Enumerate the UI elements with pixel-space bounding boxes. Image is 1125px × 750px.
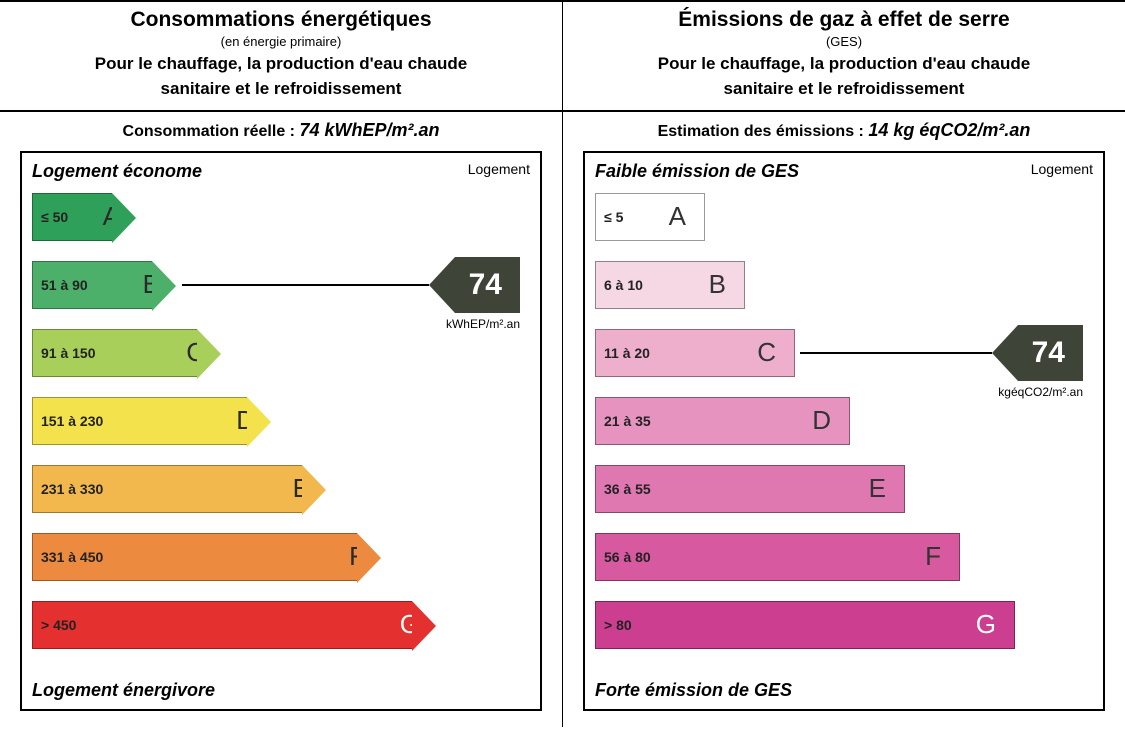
energy-chart: Logement économe Logement ≤ 50A51 à 90B9… <box>20 151 542 711</box>
bar-range-D: 21 à 35 <box>604 413 651 429</box>
bar-range-D: 151 à 230 <box>41 413 103 429</box>
energy-bottom-label: Logement énergivore <box>32 680 215 701</box>
dpe-container: Consommations énergétiques (en énergie p… <box>0 0 1125 727</box>
bar-row-B: 51 à 90B <box>32 261 152 309</box>
indicator-unit: kgéqCO2/m².an <box>998 385 1083 399</box>
bar-G: > 80 G <box>595 601 1015 649</box>
indicator-line <box>182 284 429 286</box>
bar-B: 6 à 10 B <box>595 261 745 309</box>
bar-range-G: > 450 <box>41 617 76 633</box>
bar-F: 56 à 80 F <box>595 533 960 581</box>
bar-letter-B: B <box>709 269 726 300</box>
bar-G: > 450G <box>32 601 412 649</box>
bar-letter-A: A <box>103 201 120 232</box>
bar-row-E: 231 à 330E <box>32 465 302 513</box>
ges-panel: Émissions de gaz à effet de serre (GES) … <box>562 2 1125 727</box>
bar-letter-E: E <box>293 473 310 504</box>
energy-top-label: Logement économe <box>32 161 530 182</box>
ges-desc-line1: Pour le chauffage, la production d'eau c… <box>573 53 1115 74</box>
bar-F: 331 à 450F <box>32 533 357 581</box>
ges-chart-wrap: Faible émission de GES Logement ≤ 5 A 6 à … <box>563 151 1125 727</box>
energy-panel: Consommations énergétiques (en énergie p… <box>0 2 562 727</box>
ges-header: Émissions de gaz à effet de serre (GES) … <box>563 2 1125 112</box>
bar-row-G: > 450G <box>32 601 412 649</box>
bar-letter-C: C <box>186 337 205 368</box>
bar-range-F: 56 à 80 <box>604 549 651 565</box>
energy-header: Consommations énergétiques (en énergie p… <box>0 2 562 112</box>
ges-subtitle: (GES) <box>573 34 1115 49</box>
bar-letter-G: G <box>976 609 996 640</box>
bar-B: 51 à 90B <box>32 261 152 309</box>
bar-letter-G: G <box>400 609 420 640</box>
ges-metric-label: Estimation des émissions : <box>658 123 869 140</box>
energy-chart-wrap: Logement économe Logement ≤ 50A51 à 90B9… <box>0 151 562 727</box>
bar-D: 21 à 35 D <box>595 397 850 445</box>
energy-metric-value: 74 kWhEP/m².an <box>299 120 439 140</box>
bar-letter-C: C <box>757 337 776 368</box>
ges-corner-label: Logement <box>1031 161 1093 177</box>
bar-row-C: 91 à 150C <box>32 329 197 377</box>
bar-A: ≤ 50A <box>32 193 112 241</box>
energy-corner-label: Logement <box>468 161 530 177</box>
bar-C: 11 à 20 C <box>595 329 795 377</box>
indicator: 74kgéqCO2/m².an <box>800 325 1083 381</box>
bar-letter-F: F <box>925 541 941 572</box>
bar-row-F: 331 à 450F <box>32 533 357 581</box>
bar-row-E: 36 à 55 E <box>595 465 905 513</box>
ges-metric: Estimation des émissions : 14 kg éqCO2/m… <box>563 112 1125 151</box>
bar-range-A: ≤ 50 <box>41 209 68 225</box>
indicator-unit: kWhEP/m².an <box>446 317 520 331</box>
bar-range-C: 91 à 150 <box>41 345 96 361</box>
energy-subtitle: (en énergie primaire) <box>10 34 552 49</box>
bar-row-D: 151 à 230D <box>32 397 247 445</box>
indicator-badge: 74 <box>1018 325 1083 381</box>
ges-metric-value: 14 kg éqCO2/m².an <box>868 120 1030 140</box>
ges-desc-line2: sanitaire et le refroidissement <box>573 78 1115 99</box>
bar-row-F: 56 à 80 F <box>595 533 960 581</box>
ges-title: Émissions de gaz à effet de serre <box>573 8 1115 32</box>
bar-D: 151 à 230D <box>32 397 247 445</box>
bar-letter-D: D <box>236 405 255 436</box>
bar-E: 231 à 330E <box>32 465 302 513</box>
indicator-line <box>800 352 992 354</box>
ges-bottom-label: Forte émission de GES <box>595 680 792 701</box>
energy-metric: Consommation réelle : 74 kWhEP/m².an <box>0 112 562 151</box>
indicator: 74kWhEP/m².an <box>182 257 520 313</box>
bar-range-G: > 80 <box>604 617 632 633</box>
bar-letter-F: F <box>349 541 365 572</box>
energy-bars: ≤ 50A51 à 90B91 à 150C151 à 230D231 à 33… <box>32 193 530 669</box>
energy-title: Consommations énergétiques <box>10 8 552 32</box>
bar-range-B: 51 à 90 <box>41 277 88 293</box>
bar-row-B: 6 à 10 B <box>595 261 745 309</box>
bar-row-D: 21 à 35 D <box>595 397 850 445</box>
energy-metric-label: Consommation réelle : <box>123 123 300 140</box>
bar-range-B: 6 à 10 <box>604 277 643 293</box>
bar-A: ≤ 5 A <box>595 193 705 241</box>
bar-E: 36 à 55 E <box>595 465 905 513</box>
bar-row-A: ≤ 50A <box>32 193 112 241</box>
bar-letter-B: B <box>143 269 160 300</box>
bar-row-G: > 80 G <box>595 601 1015 649</box>
bar-range-F: 331 à 450 <box>41 549 103 565</box>
energy-desc-line2: sanitaire et le refroidissement <box>10 78 552 99</box>
bar-letter-A: A <box>669 201 686 232</box>
ges-top-label: Faible émission de GES <box>595 161 1093 182</box>
ges-chart: Faible émission de GES Logement ≤ 5 A 6 à … <box>583 151 1105 711</box>
bar-range-C: 11 à 20 <box>604 345 650 361</box>
bar-row-C: 11 à 20 C <box>595 329 795 377</box>
bar-letter-E: E <box>869 473 886 504</box>
bar-range-A: ≤ 5 <box>604 209 623 225</box>
bar-letter-D: D <box>812 405 831 436</box>
indicator-badge: 74 <box>455 257 520 313</box>
ges-bars: ≤ 5 A 6 à 10 B 11 à 20 C 21 à 35 D 36 à 55 E 56 à … <box>595 193 1093 669</box>
bar-row-A: ≤ 5 A <box>595 193 705 241</box>
bar-C: 91 à 150C <box>32 329 197 377</box>
energy-desc-line1: Pour le chauffage, la production d'eau c… <box>10 53 552 74</box>
bar-range-E: 231 à 330 <box>41 481 103 497</box>
bar-range-E: 36 à 55 <box>604 481 651 497</box>
